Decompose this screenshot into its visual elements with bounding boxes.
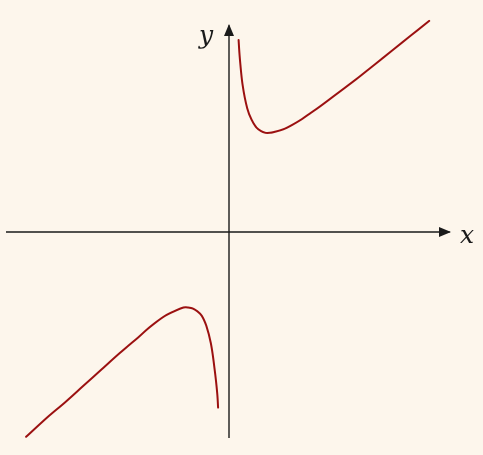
y-axis-label: y: [198, 20, 214, 49]
upper-branch-curve: [237, 19, 431, 134]
curve-branches: [25, 19, 431, 438]
x-axis-label: x: [460, 220, 474, 249]
lower-branch-curve: [25, 306, 220, 438]
